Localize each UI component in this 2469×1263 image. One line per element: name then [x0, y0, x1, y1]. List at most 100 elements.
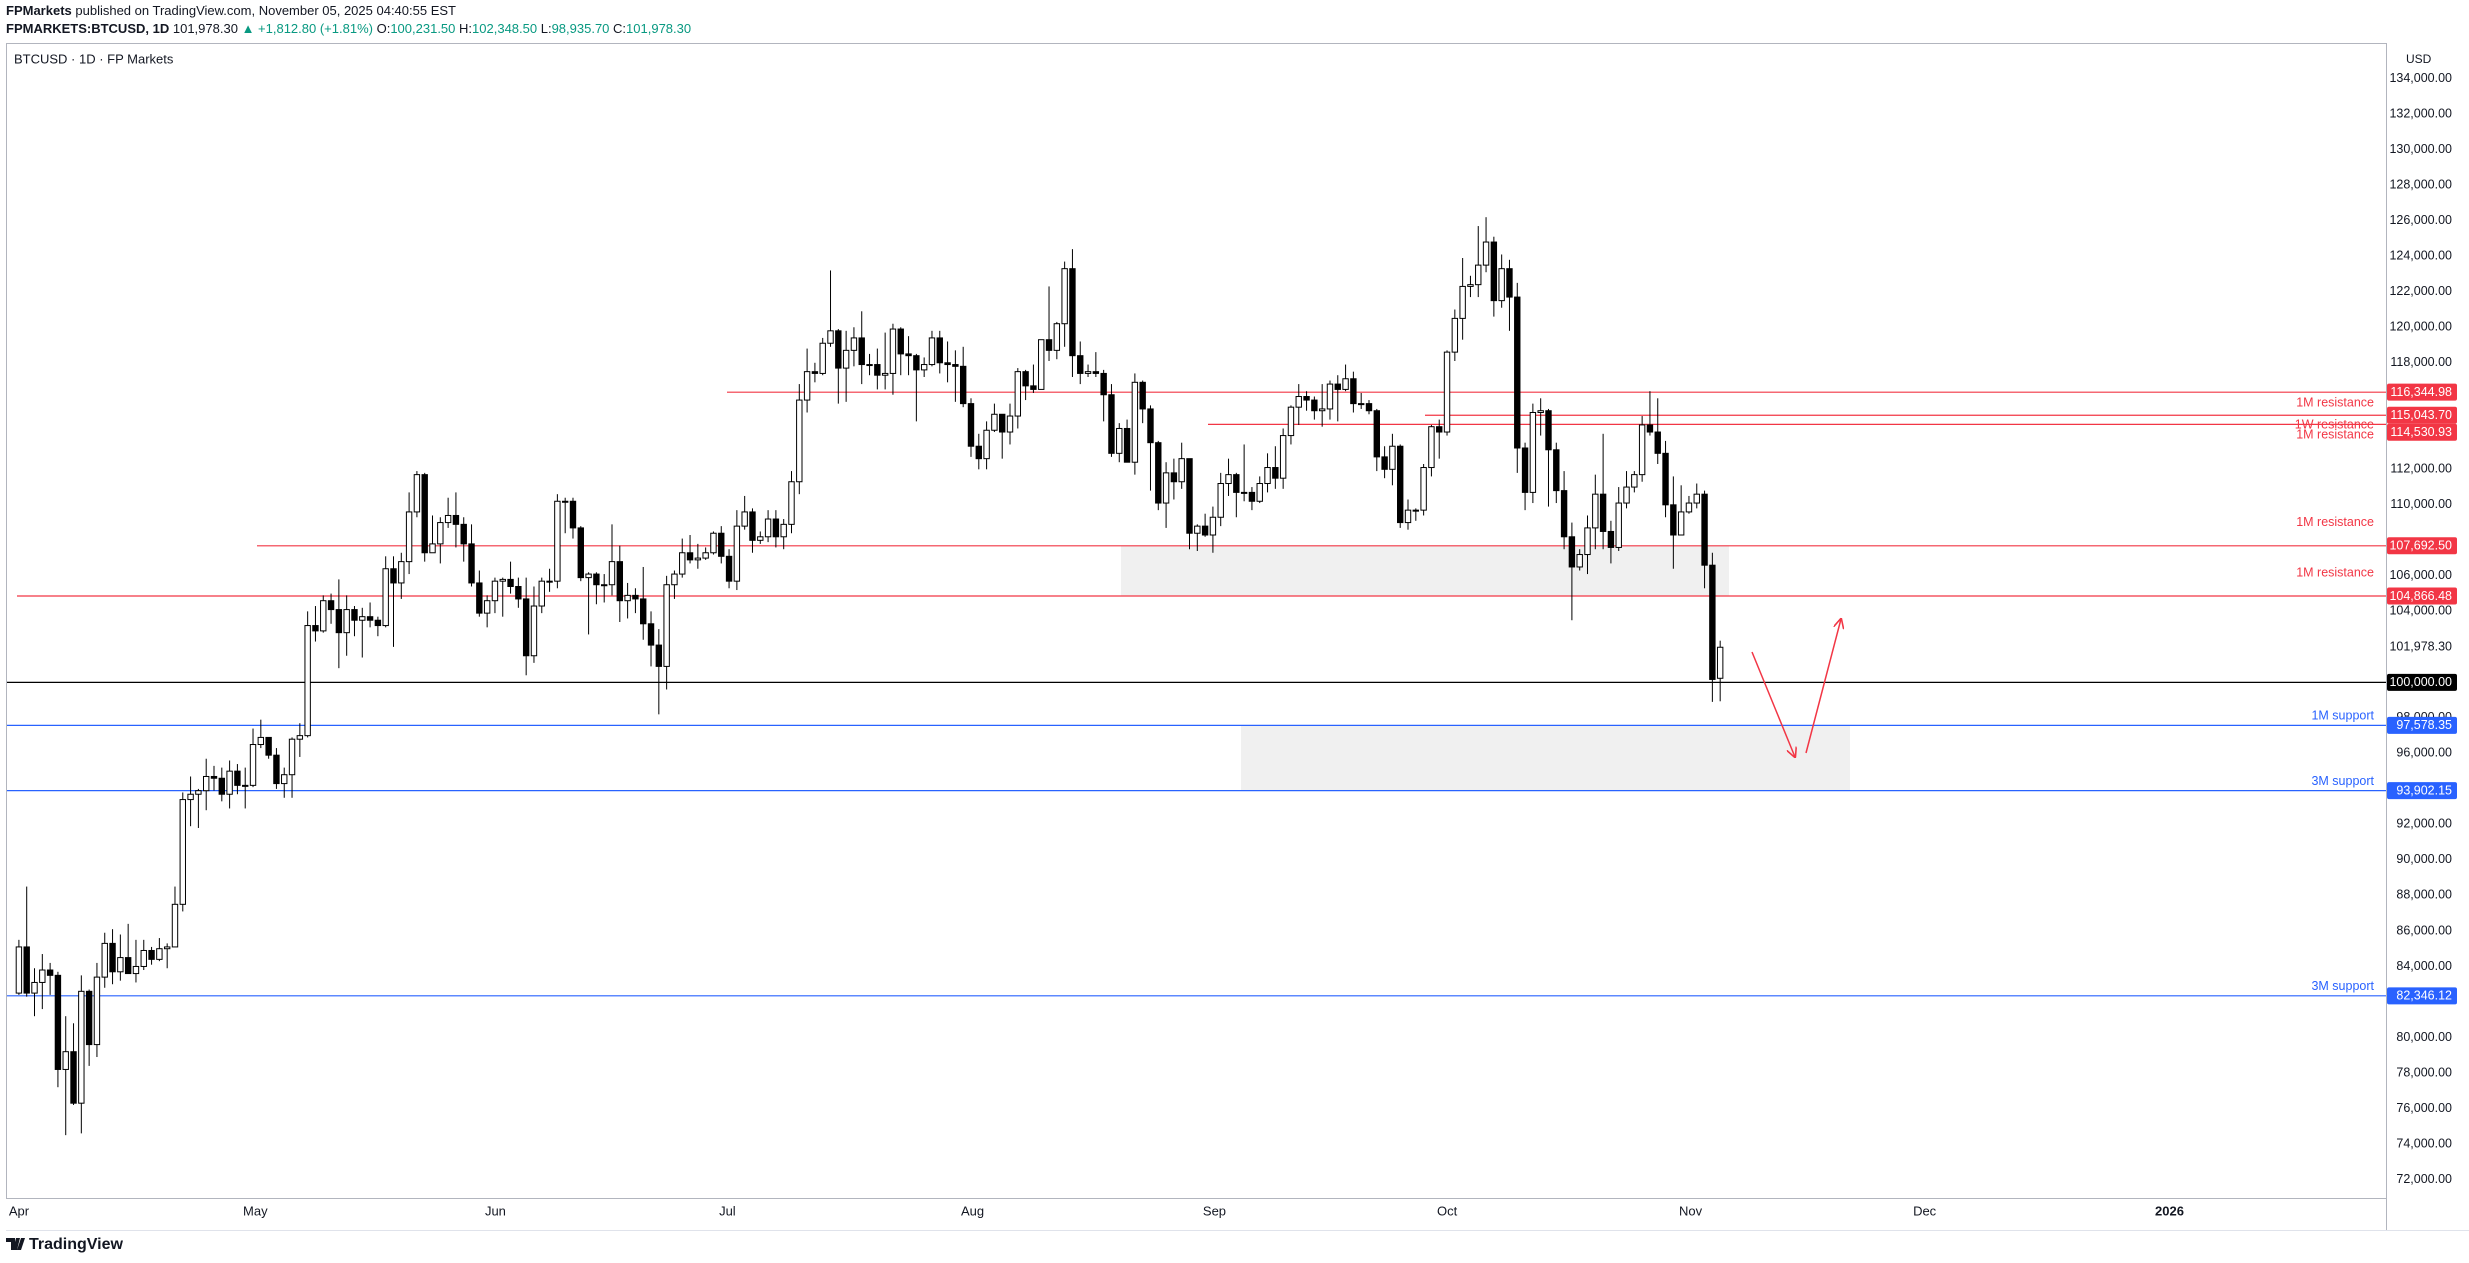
candle-body [23, 946, 30, 994]
y-tick-label: 84,000.00 [2396, 959, 2452, 973]
candle-body [1092, 371, 1100, 374]
x-tick-label: Nov [1679, 1203, 1703, 1218]
candle-body [1397, 445, 1404, 524]
candle-body [1646, 424, 1654, 433]
y-tick-label: 88,000.00 [2396, 888, 2452, 902]
candle-body [1693, 493, 1700, 504]
candle-body [1670, 504, 1677, 536]
candle-body [1225, 474, 1232, 485]
candle-body [718, 532, 725, 557]
brand-logo [6, 1238, 25, 1250]
y-tick-label: 92,000.00 [2396, 817, 2452, 831]
price-badge [2387, 716, 2457, 734]
candle-body [304, 625, 311, 737]
y-tick-label: 74,000.00 [2396, 1136, 2452, 1150]
candle-body [15, 946, 23, 994]
candle-body [1162, 472, 1170, 504]
candle-body [772, 518, 780, 538]
candle-body [522, 598, 530, 657]
candle-body [1178, 458, 1185, 483]
last-price-label: 101,978.30 [2389, 640, 2452, 654]
candle-body [1576, 554, 1583, 568]
candle-body [913, 355, 920, 371]
candle-body [1389, 445, 1396, 470]
candle-body [156, 948, 163, 960]
candle-body [405, 511, 413, 563]
candle-body [842, 349, 850, 369]
candle-body [1420, 467, 1427, 511]
candle-body [1334, 383, 1341, 390]
symbol: FPMARKETS:BTCUSD, 1D [6, 21, 170, 36]
x-tick-label: Dec [1913, 1203, 1937, 1218]
candle-body [811, 371, 819, 374]
y-tick-label: 128,000.00 [2389, 178, 2452, 192]
candle-body [975, 445, 982, 460]
price-badge-label: 116,344.98 [2390, 385, 2452, 399]
candle-body [491, 580, 499, 602]
candle-body [1545, 410, 1552, 451]
candle-body [1412, 509, 1420, 512]
candle-body [780, 523, 787, 538]
y-tick-label: 134,000.00 [2389, 71, 2452, 85]
candle-body [1709, 564, 1716, 680]
y-tick-label: 126,000.00 [2389, 213, 2452, 227]
candle-body [991, 413, 998, 431]
candle-body [444, 514, 452, 524]
candle-body [1631, 474, 1638, 488]
candle-body [1131, 381, 1139, 463]
candle-body [928, 337, 936, 366]
candle-body [655, 644, 663, 667]
candle-body [31, 981, 38, 994]
price-badge [2387, 537, 2457, 555]
price-badge [2387, 383, 2457, 401]
candle-body [390, 568, 397, 584]
x-tick-label: Oct [1437, 1203, 1458, 1218]
candle-body [694, 557, 702, 561]
candle-body [210, 775, 218, 779]
candle-body [343, 609, 350, 634]
candle-body [359, 616, 366, 621]
candle-body [374, 619, 382, 627]
candle-body [647, 623, 655, 646]
candle-body [1584, 527, 1591, 556]
y-tick-label: 76,000.00 [2396, 1101, 2452, 1115]
candle-body [1030, 385, 1037, 390]
candle-body [702, 552, 709, 559]
price-badge [2387, 587, 2457, 605]
y-tick-label: 124,000.00 [2389, 249, 2452, 263]
y-tick-label: 106,000.00 [2389, 568, 2452, 582]
candle-body [710, 532, 717, 554]
price-badge [2387, 423, 2457, 441]
candle-body [460, 523, 467, 545]
candle-body [1506, 268, 1513, 298]
candle-body [1490, 241, 1498, 302]
candle-body [819, 342, 826, 374]
candle-body [1287, 406, 1295, 437]
candle-body [195, 790, 202, 795]
candle-body [226, 770, 233, 795]
candle-body [382, 568, 389, 627]
level-label: 1M resistance [2296, 395, 2374, 409]
candle-body [725, 555, 733, 582]
price-badge [2387, 406, 2457, 424]
candle-body [764, 518, 772, 538]
candle-body [796, 399, 803, 483]
candle-body [616, 561, 624, 602]
last-price: 101,978.30 [172, 21, 238, 36]
candle-body [187, 793, 194, 801]
candle-body [1061, 268, 1068, 325]
candle-body [39, 969, 46, 983]
candle-body [1038, 339, 1045, 390]
price-badge [2387, 987, 2457, 1005]
candle-body [788, 481, 795, 525]
candle-body [1084, 371, 1092, 374]
candle-body [881, 372, 889, 376]
candle-body [257, 736, 265, 746]
candle-body [1194, 525, 1201, 534]
candle-body [85, 990, 93, 1046]
candle-body [554, 500, 561, 582]
candle-body [1521, 447, 1529, 493]
candle-body [1264, 467, 1271, 485]
price-badge [2387, 782, 2457, 800]
candle-body [515, 585, 522, 600]
